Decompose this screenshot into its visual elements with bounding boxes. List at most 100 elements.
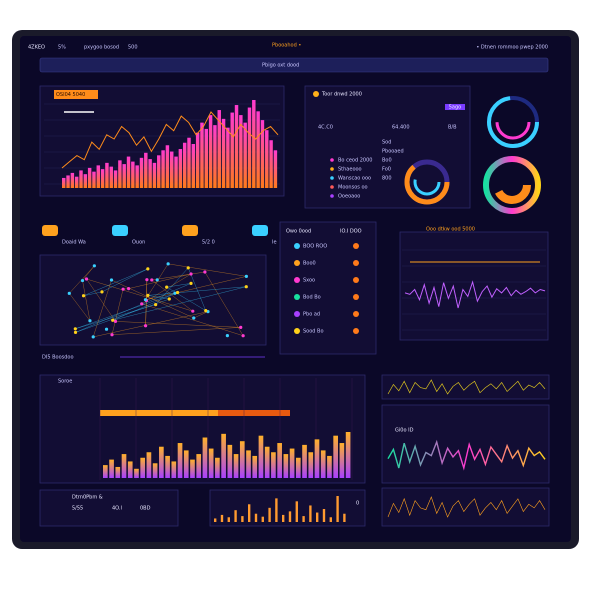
bar [339,443,345,478]
bar [252,455,258,478]
bar [134,468,139,478]
gauge [413,168,441,196]
strip-panel [39,489,179,527]
map-node [167,297,171,301]
bar [260,120,265,188]
bar [92,171,96,188]
map-node [241,334,245,338]
map-link [147,295,170,300]
bar [213,125,217,188]
bar [105,162,109,188]
list-icon [294,311,300,317]
map-node [73,327,77,331]
map-node [189,272,193,276]
gauge [483,156,541,214]
bar [165,455,170,478]
search-placeholder: Pbigo oxt dood [262,63,299,69]
bar [96,165,101,188]
bar [152,463,158,478]
bar [159,446,164,478]
search-bar[interactable] [39,57,549,73]
bar [79,170,83,188]
map-link [111,279,194,319]
map-link [75,298,170,333]
bar [309,505,312,522]
badge-bg [54,90,98,99]
bar [302,444,307,478]
map-node [146,293,150,297]
bar [320,450,326,478]
list-icon [294,277,300,283]
strip-value: 4O.I [112,506,122,512]
bar [62,177,66,188]
header-center[interactable]: Pbooahod • [272,43,301,49]
list-icon [353,277,359,283]
map-node [80,278,85,283]
icon [42,225,58,236]
tab[interactable]: 5% [58,45,66,51]
bar [239,441,245,478]
bar [146,452,152,478]
bar [191,144,196,188]
line [404,280,546,309]
map-node [140,302,144,306]
bar [230,112,234,188]
bar [217,110,221,188]
bullet [330,158,334,162]
line [387,439,546,471]
map-link [166,283,192,288]
map-link [151,271,205,281]
bar [208,115,213,188]
map-node [186,266,190,270]
map-node [192,316,196,320]
map-link [151,279,193,312]
map-node [150,278,154,282]
header-status: • Dtnen rommoo pwep 2000 [476,45,548,51]
icon [313,91,319,97]
activity-badge: OSI04 5040 [56,92,85,98]
bar [70,172,75,188]
list-item: Sood Bo [303,329,324,335]
bar [254,513,258,522]
map-node [100,290,104,294]
map-link [111,289,124,335]
bar [126,156,131,188]
map-link [174,276,247,294]
map-link [112,292,178,321]
map-node [143,324,148,328]
stat: 64.400 [392,125,410,131]
volume-label: Soroe [58,379,72,385]
bar [271,452,276,478]
list-item: Boo0 [303,261,316,267]
map-link [83,291,102,296]
bar [214,518,217,522]
bar [241,516,244,522]
list-item: BOO ROO [303,244,327,250]
summary-item: Sthaeooo [338,167,362,173]
map-node [225,333,229,338]
map-node [143,298,148,302]
map-link [83,268,148,296]
tab[interactable]: pxygoo bosod [84,45,119,51]
list-header: Owo 0ood [286,229,311,235]
bar [221,433,226,478]
icon [252,225,268,236]
bar [256,111,260,188]
bar [148,159,152,188]
bar [227,444,233,478]
bar [275,498,278,522]
bar [202,437,208,478]
icon-label: Ie [272,240,277,246]
bar [221,118,226,188]
tag-bg [445,104,465,110]
summary-title: Toor dnwd 2000 [321,92,362,98]
bar [152,162,157,188]
line [387,379,546,395]
map-node [81,294,86,298]
progress [100,410,290,416]
map-link [168,263,247,277]
tab[interactable]: 500 [128,45,138,51]
bar [288,511,292,522]
bar [345,432,351,478]
map-node [126,287,131,291]
